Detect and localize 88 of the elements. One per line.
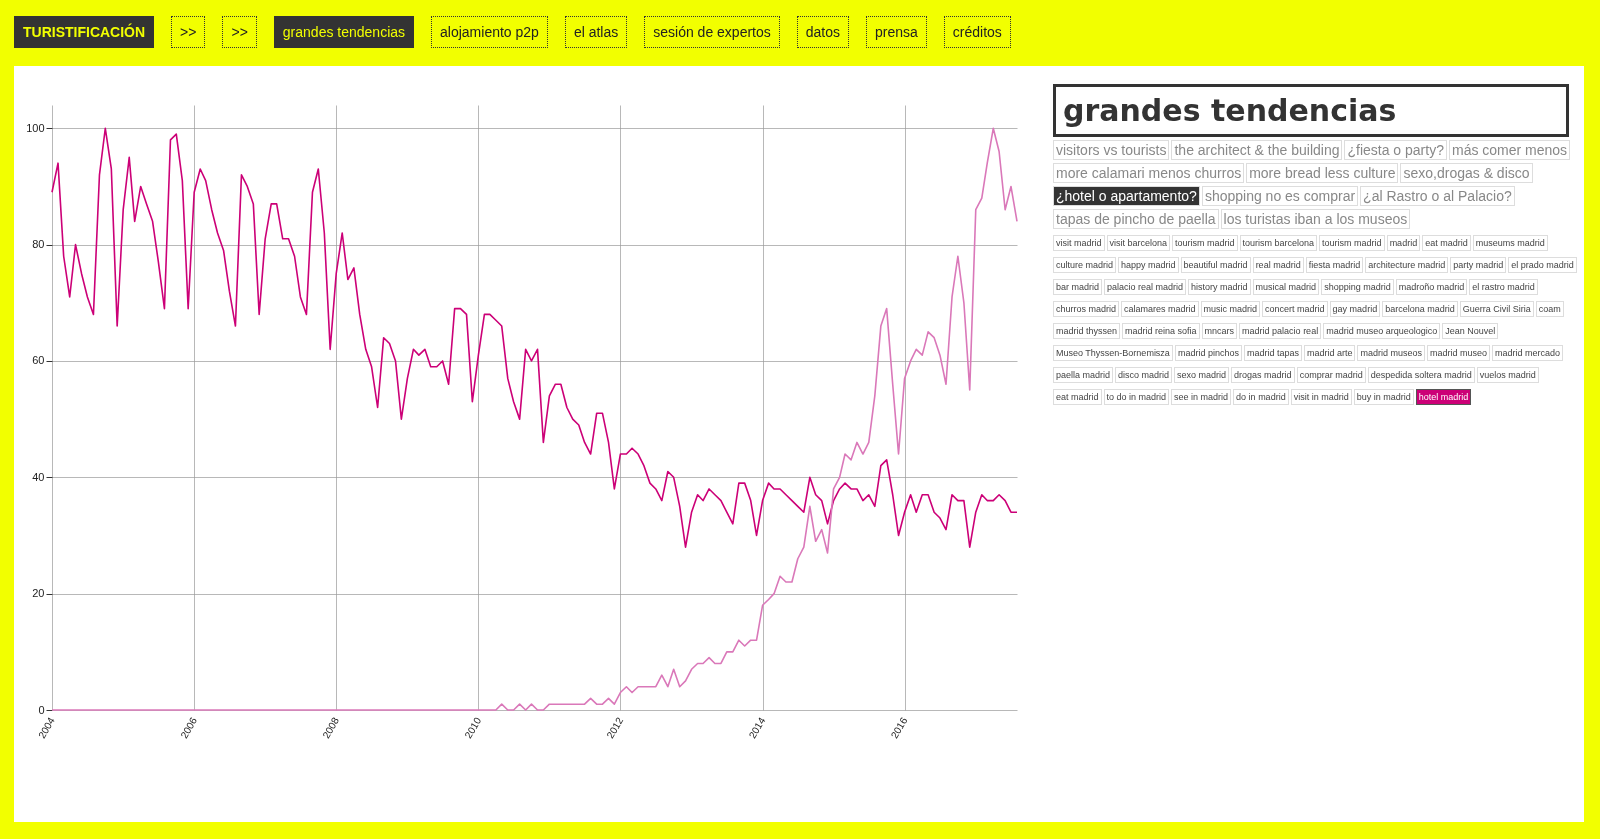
text: grandes tendencias [273, 16, 415, 48]
text: créditos [943, 16, 1011, 48]
text: do in madrid [1233, 389, 1289, 405]
text: see in madrid [1171, 389, 1232, 405]
text: el atlas [564, 16, 628, 48]
text: más comer menos [1448, 140, 1571, 160]
text: drogas madrid [1231, 367, 1295, 383]
text: shopping madrid [1321, 279, 1394, 295]
text: madrid reina sofia [1122, 323, 1200, 339]
text: disco madrid [1115, 367, 1173, 383]
text: history madrid [1188, 279, 1251, 295]
text: madrid arte [1303, 345, 1356, 361]
text: coam [1535, 301, 1564, 317]
text: despedida soltera madrid [1367, 367, 1475, 383]
text: palacio real madrid [1104, 279, 1187, 295]
text: paella madrid [1053, 367, 1114, 383]
text: bar madrid [1053, 279, 1103, 295]
text: madroño madrid [1395, 279, 1468, 295]
text: vuelos madrid [1476, 367, 1539, 383]
text: alojamiento p2p [431, 16, 548, 48]
text: architecture madrid [1365, 257, 1449, 273]
text: Museo Thyssen-Bornemisza [1053, 345, 1173, 361]
text: comprar madrid [1296, 367, 1366, 383]
text: ¿fiesta o party? [1344, 140, 1447, 160]
text: grandes tendencias [1053, 84, 1569, 137]
text: madrid museo arqueologico [1323, 323, 1441, 339]
text: visit in madrid [1290, 389, 1352, 405]
text: shopping no es comprar [1201, 186, 1359, 206]
text: madrid thyssen [1053, 323, 1121, 339]
text: gay madrid [1329, 301, 1381, 317]
text: madrid pinchos [1174, 345, 1242, 361]
text: madrid mercado [1492, 345, 1564, 361]
text: culture madrid [1053, 257, 1117, 273]
text: beautiful madrid [1180, 257, 1251, 273]
text: music madrid [1200, 301, 1261, 317]
text: >> [222, 16, 257, 48]
text: >> [171, 16, 206, 48]
text: hotel madrid [1415, 389, 1472, 405]
text: more calamari menos churros [1053, 163, 1245, 183]
text: los turistas iban a los museos [1220, 209, 1411, 229]
text: el prado madrid [1508, 257, 1577, 273]
text: datos [796, 16, 850, 48]
text: museums madrid [1472, 235, 1548, 251]
y-tick-label: 40 [32, 470, 45, 483]
text: prensa [866, 16, 927, 48]
text: madrid [1386, 235, 1421, 251]
y-tick-label: 100 [26, 121, 45, 134]
text: churros madrid [1053, 301, 1120, 317]
line-series [51, 127, 1018, 548]
text: tourism madrid [1172, 235, 1238, 251]
text: happy madrid [1118, 257, 1179, 273]
text: madrid museos [1357, 345, 1426, 361]
text: sexo,drogas & disco [1400, 163, 1533, 183]
text: mncars [1201, 323, 1238, 339]
text: sexo madrid [1174, 367, 1230, 383]
text: madrid museo [1427, 345, 1491, 361]
text: the architect & the building [1171, 140, 1343, 160]
text: calamares madrid [1121, 301, 1199, 317]
text: ¿al Rastro o al Palacio? [1360, 186, 1515, 206]
y-tick-label: 20 [32, 587, 45, 600]
text: visit madrid [1053, 235, 1105, 251]
text: ¿hotel o apartamento? [1053, 186, 1200, 206]
text: more bread less culture [1246, 163, 1399, 183]
text: sesión de expertos [644, 16, 780, 48]
text: barcelona madrid [1382, 301, 1458, 317]
text: concert madrid [1262, 301, 1328, 317]
text: tourism madrid [1319, 235, 1385, 251]
y-tick-label: 0 [38, 703, 45, 716]
text: musical madrid [1252, 279, 1320, 295]
y-tick-label: 80 [32, 238, 45, 251]
text: TURISTIFICACIÓN [14, 16, 155, 48]
text: el rastro madrid [1469, 279, 1538, 295]
text: buy in madrid [1353, 389, 1414, 405]
text: madrid palacio real [1239, 323, 1322, 339]
text: fiesta madrid [1305, 257, 1364, 273]
text: to do in madrid [1103, 389, 1170, 405]
text: visitors vs tourists [1053, 140, 1170, 160]
text: Guerra Civil Siria [1459, 301, 1534, 317]
text: real madrid [1252, 257, 1304, 273]
text: tourism barcelona [1239, 235, 1318, 251]
y-tick-label: 60 [32, 354, 45, 367]
text: Jean Nouvel [1442, 323, 1499, 339]
text: eat madrid [1053, 389, 1102, 405]
text: eat madrid [1422, 235, 1471, 251]
text: visit barcelona [1106, 235, 1171, 251]
text: madrid tapas [1243, 345, 1302, 361]
text: tapas de pincho de paella [1053, 209, 1219, 229]
text: party madrid [1450, 257, 1507, 273]
